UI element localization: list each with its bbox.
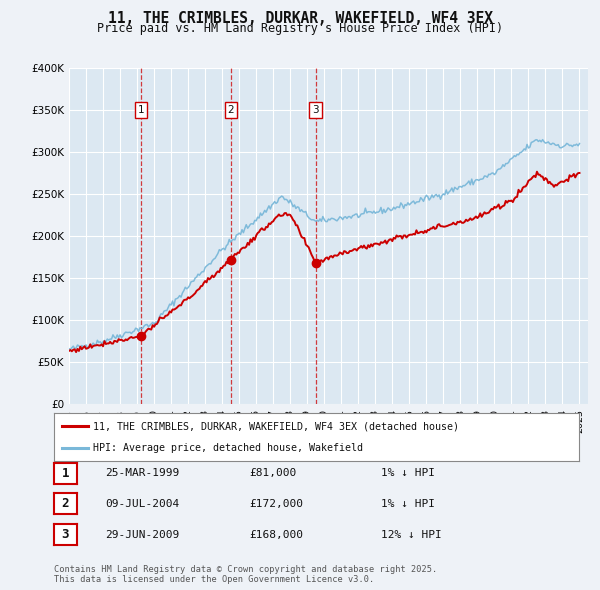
Text: Price paid vs. HM Land Registry's House Price Index (HPI): Price paid vs. HM Land Registry's House … bbox=[97, 22, 503, 35]
Text: 11, THE CRIMBLES, DURKAR, WAKEFIELD, WF4 3EX: 11, THE CRIMBLES, DURKAR, WAKEFIELD, WF4… bbox=[107, 11, 493, 25]
Text: Contains HM Land Registry data © Crown copyright and database right 2025.
This d: Contains HM Land Registry data © Crown c… bbox=[54, 565, 437, 584]
Text: 09-JUL-2004: 09-JUL-2004 bbox=[105, 499, 179, 509]
Text: 2: 2 bbox=[62, 497, 69, 510]
Text: 25-MAR-1999: 25-MAR-1999 bbox=[105, 468, 179, 478]
Text: 29-JUN-2009: 29-JUN-2009 bbox=[105, 530, 179, 539]
Text: 2: 2 bbox=[227, 105, 235, 115]
Text: 1% ↓ HPI: 1% ↓ HPI bbox=[381, 499, 435, 509]
Text: 11, THE CRIMBLES, DURKAR, WAKEFIELD, WF4 3EX (detached house): 11, THE CRIMBLES, DURKAR, WAKEFIELD, WF4… bbox=[94, 421, 460, 431]
Text: HPI: Average price, detached house, Wakefield: HPI: Average price, detached house, Wake… bbox=[94, 443, 364, 453]
Text: 1: 1 bbox=[137, 105, 144, 115]
Text: 1% ↓ HPI: 1% ↓ HPI bbox=[381, 468, 435, 478]
Text: 1: 1 bbox=[62, 467, 69, 480]
Text: £172,000: £172,000 bbox=[249, 499, 303, 509]
Text: 12% ↓ HPI: 12% ↓ HPI bbox=[381, 530, 442, 539]
Text: £81,000: £81,000 bbox=[249, 468, 296, 478]
Text: £168,000: £168,000 bbox=[249, 530, 303, 539]
Text: 3: 3 bbox=[312, 105, 319, 115]
Text: 3: 3 bbox=[62, 528, 69, 541]
